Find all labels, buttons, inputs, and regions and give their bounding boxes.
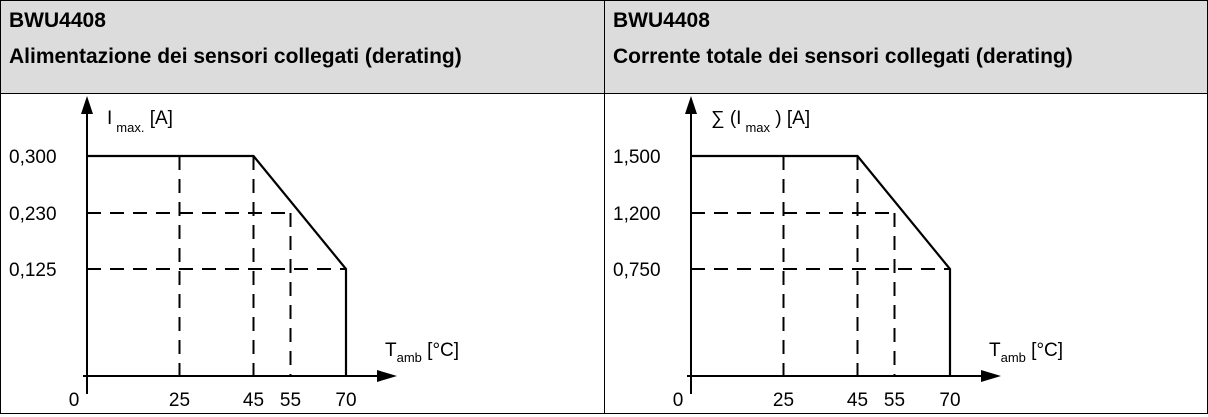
derating-curve: [87, 154, 348, 376]
y-axis-label: ∑ (I max ) [A]: [711, 108, 810, 135]
x-axis-label: Tamb [°C]: [989, 340, 1063, 365]
left-panel-header: BWU4408 Alimentazione dei sensori colleg…: [0, 0, 605, 94]
x-tick-label: 55: [884, 390, 905, 411]
right-derating-chart: 0,750 1,200 1,500 25 45 55 70 0 ∑ (I max ) [A] Tam…: [613, 96, 1063, 411]
y-axis-arrow: [685, 96, 697, 114]
left-panel-title: Alimentazione dei sensori collegati (der…: [9, 45, 462, 68]
right-panel-header: BWU4408 Corrente totale dei sensori coll…: [604, 0, 1208, 94]
left-derating-chart: 0,125 0,230 0,300 25 45 55 70 0 I max. [A] Tamb [°…: [9, 96, 459, 411]
left-panel-model: BWU4408: [9, 9, 106, 32]
right-panel-body: 0,750 1,200 1,500 25 45 55 70 0 ∑ (I max ) [A] Tam…: [604, 93, 1208, 414]
y-tick-label: 0,125: [9, 260, 57, 281]
x-axis-arrow: [981, 370, 1001, 382]
origin-label: 0: [673, 390, 684, 411]
x-tick-label: 25: [773, 390, 794, 411]
right-panel-model: BWU4408: [613, 9, 710, 32]
x-axis-arrow: [377, 370, 397, 382]
derating-curve: [691, 154, 952, 376]
right-panel-title: Corrente totale dei sensori collegati (d…: [613, 45, 1073, 68]
y-tick-label: 0,230: [9, 204, 57, 225]
x-tick-label: 45: [243, 390, 264, 411]
x-tick-label: 55: [280, 390, 301, 411]
y-tick-label: 1,500: [613, 147, 661, 168]
x-tick-label: 70: [335, 390, 356, 411]
origin-label: 0: [69, 390, 80, 411]
x-tick-label: 25: [169, 390, 190, 411]
y-axis-arrow: [81, 96, 93, 114]
y-tick-label: 0,750: [613, 260, 661, 281]
x-tick-label: 45: [847, 390, 868, 411]
y-tick-label: 1,200: [613, 204, 661, 225]
x-tick-label: 70: [939, 390, 960, 411]
x-axis-label: Tamb [°C]: [385, 340, 459, 365]
y-tick-label: 0,300: [9, 147, 57, 168]
